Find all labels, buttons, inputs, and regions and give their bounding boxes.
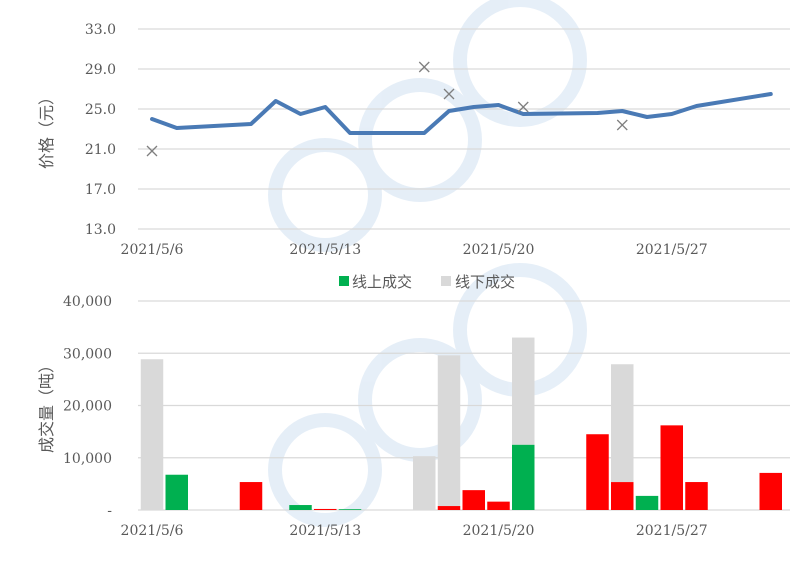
bar [437, 355, 461, 507]
y-tick-label: 20,000 [63, 399, 112, 415]
price-line [150, 92, 773, 135]
bar [685, 482, 708, 510]
y-tick-label: 10,000 [63, 451, 112, 467]
x-marker [517, 101, 529, 113]
watermark-ring [358, 78, 482, 202]
bar [140, 359, 164, 510]
bar [239, 482, 263, 510]
x-tick-label: 2021/5/6 [121, 523, 184, 539]
bar [660, 425, 683, 510]
bar [586, 434, 609, 510]
x-tick-label: 2021/5/20 [463, 523, 535, 539]
bar [487, 501, 510, 510]
x-tick-label: 2021/5/20 [463, 242, 535, 258]
bar [289, 505, 312, 510]
x-tick-label: 2021/5/6 [121, 242, 184, 258]
x-tick-label: 2021/5/13 [289, 523, 361, 539]
bar [437, 506, 461, 510]
legend-swatch-offline [441, 276, 451, 286]
y-axis-label: 成交量（吨） [37, 357, 56, 453]
watermark-ring [453, 0, 587, 127]
bar [165, 474, 188, 510]
y-axis-label: 价格（元） [37, 89, 56, 169]
legend: 线上成交 线下成交 [339, 273, 515, 291]
bar [512, 337, 535, 445]
x-tick-label: 2021/5/27 [636, 523, 708, 539]
y-tick-label: 21.0 [85, 142, 116, 158]
bar [611, 482, 634, 510]
bar [512, 444, 535, 510]
watermark-ring [268, 413, 382, 527]
bar [462, 490, 485, 510]
price-chart: 33.0 29.0 25.0 21.0 17.0 13.0 2021/5/6 2021/5/1… [37, 22, 790, 258]
legend-label-offline: 线下成交 [455, 273, 515, 291]
bar [759, 472, 782, 510]
x-marker [443, 88, 455, 100]
y-tick-label: 25.0 [85, 102, 116, 118]
x-marker [418, 61, 430, 73]
y-tick-label: 13.0 [85, 222, 116, 238]
watermark [268, 0, 587, 527]
y-tick-label: - [107, 503, 112, 519]
x-marker [616, 119, 628, 131]
bar [338, 509, 362, 510]
watermark-ring [268, 138, 382, 252]
legend-swatch-online [339, 276, 349, 286]
watermark-ring [358, 338, 482, 462]
y-tick-label: 17.0 [85, 182, 116, 198]
x-marker [146, 145, 158, 157]
bar [635, 495, 659, 510]
volume-chart: 40,000 30,000 20,000 10,000 -2021/5/6 2021/5/… [37, 273, 790, 539]
bar [413, 456, 436, 510]
x-tick-label: 2021/5/13 [289, 242, 361, 258]
y-tick-label: 33.0 [85, 22, 116, 38]
x-tick-label: 2021/5/27 [636, 242, 708, 258]
legend-label-online: 线上成交 [352, 273, 412, 291]
bar [611, 364, 634, 483]
y-tick-label: 29.0 [85, 62, 116, 78]
y-tick-label: 40,000 [63, 294, 112, 310]
y-tick-label: 30,000 [63, 346, 112, 362]
bar [314, 508, 337, 510]
